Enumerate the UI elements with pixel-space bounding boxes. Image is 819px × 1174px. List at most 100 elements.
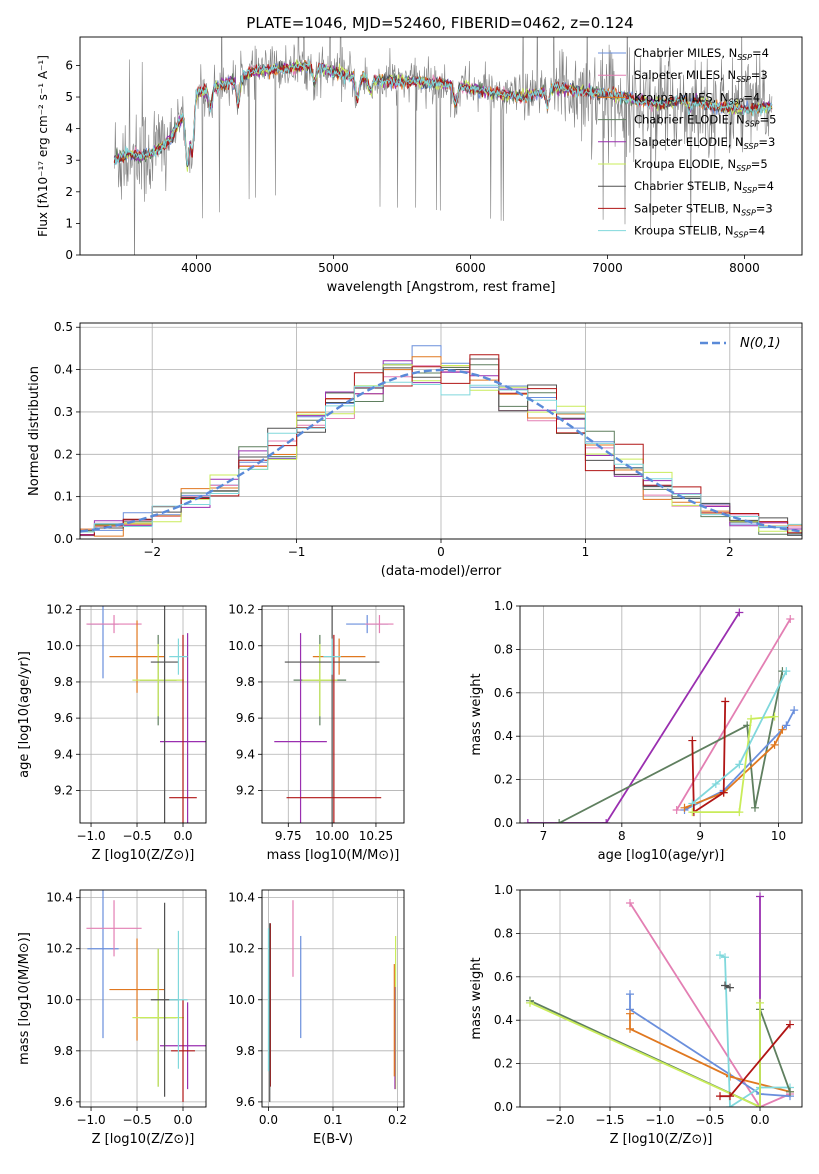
weight-marker — [523, 819, 532, 823]
y-tick-label: 0.8 — [494, 642, 513, 656]
spectrum-legend: Chabrier MILES, NSSP=4 Salpeter MILES, NS… — [598, 46, 776, 240]
weight-vs-age-grid — [520, 605, 802, 824]
x-tick-label: −1.5 — [595, 1113, 624, 1127]
y-tick-label: 0 — [65, 248, 73, 262]
y-tick-label: 10.4 — [46, 891, 73, 905]
y-tick-label: 0.2 — [54, 447, 73, 461]
errorbar-point — [169, 634, 197, 823]
x-tick-label: −0.5 — [122, 1113, 151, 1127]
x-tick-label: −1 — [288, 545, 306, 559]
weight-marker — [747, 714, 756, 723]
spectrum-model-kroupa-stelib — [113, 59, 773, 166]
x-axis-label: Z [log10(Z/Z⊙)] — [92, 1132, 195, 1147]
x-tick-label: 0.1 — [323, 1113, 342, 1127]
weight-line-chabrier-miles — [629, 994, 791, 1098]
x-tick-label: 1 — [582, 545, 590, 559]
legend-entry: Kroupa ELODIE, NSSP=5 — [634, 157, 768, 173]
errorbar-point — [86, 615, 142, 634]
x-axis-label: mass [log10(M/M⊙)] — [267, 848, 400, 863]
residuals-plot-area — [80, 345, 802, 537]
residual-histogram-salpeter-miles — [80, 358, 802, 530]
errorbar-point — [323, 638, 341, 675]
errorbar-point — [169, 930, 188, 1069]
weight-line-kroupa-stelib — [691, 670, 788, 805]
y-tick-label: 9.6 — [54, 711, 73, 725]
age-vs-mass-panel: 9.75 10.00 10.25 9.2 9.4 9.6 9.8 10.0 10.2 mass [… — [228, 603, 405, 863]
errorbar-point — [160, 1002, 206, 1090]
y-tick-label: 10.2 — [46, 603, 73, 617]
y-tick-label: 9.8 — [54, 675, 73, 689]
residuals-frame — [79, 322, 803, 540]
y-axis-label: age [log10(age/yr)] — [17, 651, 32, 778]
age-vs-Z-plot-area — [86, 606, 206, 823]
y-tick-label: 9.2 — [236, 783, 255, 797]
weight-vs-age-frame — [519, 605, 803, 824]
weight-vs-Z-frame — [519, 889, 803, 1108]
weight-line-salpeter-elodie — [527, 612, 741, 823]
weight-marker — [626, 1024, 634, 1033]
weight-marker — [786, 615, 795, 624]
x-tick-label: 8000 — [729, 261, 760, 275]
errorbar-point — [132, 948, 184, 1087]
weight-marker — [735, 760, 744, 769]
x-axis-label: wavelength [Angstrom, rest frame] — [327, 280, 556, 295]
y-tick-label: 0.1 — [54, 490, 73, 504]
x-axis-label: age [log10(age/yr)] — [598, 848, 725, 863]
x-tick-label: 4000 — [181, 261, 212, 275]
mass-vs-Z-panel: −1.0 −0.5 0.0 9.6 9.8 10.0 10.2 10.4 Z [log10(Z/… — [17, 889, 207, 1147]
weight-marker — [688, 799, 697, 808]
weight-marker — [770, 740, 779, 749]
y-tick-label: 9.8 — [54, 1044, 73, 1058]
weight-marker — [726, 983, 734, 992]
weight-marker — [782, 667, 791, 676]
errorbar-point — [109, 938, 165, 1041]
mass-vs-Z-plot-area — [86, 890, 206, 1102]
errorbar-point — [171, 999, 195, 1102]
x-tick-label: 8 — [618, 829, 626, 843]
x-tick-label: 5000 — [318, 261, 349, 275]
x-tick-label: 0.0 — [750, 1113, 769, 1127]
weight-marker — [756, 1103, 764, 1107]
y-tick-label: 9.6 — [236, 1095, 255, 1109]
age-vs-Z-panel: −1.0 −0.5 0.0 9.2 9.4 9.6 9.8 10.0 10.2 Z [log10(… — [17, 603, 207, 863]
weight-marker — [688, 808, 697, 817]
weight-marker — [711, 779, 720, 788]
y-tick-label: 0.4 — [54, 363, 73, 377]
weight-marker — [688, 736, 697, 745]
errorbar-point — [87, 890, 119, 1039]
x-tick-label: −0.5 — [122, 829, 151, 843]
y-tick-label: 0.6 — [494, 970, 513, 984]
weight-marker — [726, 1103, 734, 1107]
y-tick-label: 2 — [65, 185, 73, 199]
spectrum-plot-area — [113, 37, 773, 255]
errorbar-point — [286, 634, 382, 823]
y-tick-label: 0.0 — [54, 532, 73, 546]
gaussian-reference-line — [80, 368, 802, 533]
legend-entry: Salpeter ELODIE, NSSP=3 — [634, 135, 775, 151]
x-axis-label: E(B-V) — [313, 1132, 353, 1147]
x-axis-label: (data-model)/error — [381, 564, 502, 579]
age-vs-mass-plot-area — [274, 606, 394, 823]
age-vs-mass-frame — [261, 605, 405, 824]
y-axis-label: mass [log10(M/M⊙)] — [17, 932, 32, 1065]
y-tick-label: 1.0 — [494, 599, 513, 613]
x-tick-label: 9 — [696, 829, 704, 843]
residual-histogram-salpeter-elodie — [80, 360, 802, 535]
weight-marker — [726, 1092, 734, 1101]
mass-vs-ebv-plot-area — [267, 900, 397, 1102]
errorbar-point — [150, 606, 179, 823]
x-tick-label: −0.5 — [695, 1113, 724, 1127]
y-axis-label: Normed distribution — [27, 366, 42, 496]
mass-vs-ebv-panel: 0.0 0.1 0.2 9.6 9.8 10.0 10.2 10.4 E(B-V) — [228, 889, 407, 1147]
spectrum-model-salpeter-elodie — [113, 61, 773, 167]
x-tick-label: 0 — [437, 545, 445, 559]
y-tick-label: 10.0 — [228, 639, 255, 653]
x-tick-label: 0.0 — [259, 1113, 278, 1127]
weight-vs-age-plot-area — [523, 608, 799, 823]
x-axis-label: Z [log10(Z/Z⊙)] — [610, 1132, 713, 1147]
y-tick-label: 0.4 — [494, 1013, 513, 1027]
weight-marker — [726, 1072, 734, 1081]
y-tick-label: 10.2 — [228, 942, 255, 956]
weight-vs-Z-plot-area — [526, 892, 794, 1107]
legend-entry: Chabrier STELIB, NSSP=4 — [634, 179, 774, 195]
